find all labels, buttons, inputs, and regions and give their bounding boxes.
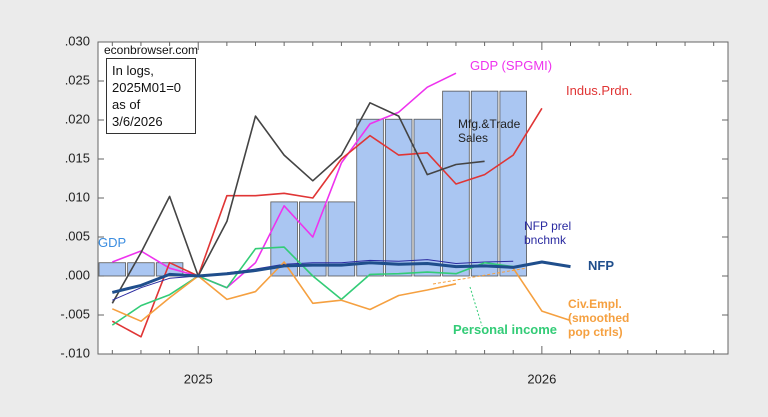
series-label: NFP prel bnchmk <box>524 219 572 247</box>
y-tick-label: -.005 <box>60 306 90 321</box>
bar <box>413 118 442 277</box>
y-tick-label: .025 <box>65 72 90 87</box>
series-label: Civ.Empl. (smoothed pop ctrls) <box>568 297 630 339</box>
bar <box>98 262 127 277</box>
series-line <box>112 259 514 301</box>
source: econbrowser.com <box>104 43 199 57</box>
series-label: NFP <box>588 258 614 273</box>
series-label: GDP <box>98 235 127 250</box>
y-tick-label: .020 <box>65 111 90 126</box>
series-line <box>111 102 485 304</box>
y-tick-label: .000 <box>65 267 90 282</box>
y-tick-label: .030 <box>65 33 90 48</box>
series-label: GDP (SPGMI) <box>470 58 553 73</box>
x-tick-label: 2025 <box>184 371 213 386</box>
series-line <box>111 107 543 338</box>
y-tick-label: .010 <box>65 189 90 204</box>
bar <box>356 118 384 277</box>
connector <box>432 267 528 285</box>
y-tick-label: .015 <box>65 150 90 165</box>
series-line <box>111 246 514 326</box>
bar <box>384 118 413 277</box>
x-tick-label: 2026 <box>527 371 556 386</box>
bar <box>470 90 499 277</box>
series-label: Personal income <box>453 322 558 337</box>
series-line <box>111 261 571 322</box>
series-line <box>112 72 457 289</box>
plot-area <box>97 41 729 355</box>
pointer <box>469 286 483 327</box>
note: In logs, 2025M01=0 as of 3/6/2026 <box>106 58 196 134</box>
y-tick-label: .005 <box>65 228 90 243</box>
bar <box>499 90 527 277</box>
y-tick-label: -.010 <box>60 345 90 360</box>
series-label: Indus.Prdn. <box>566 83 633 98</box>
series-line <box>111 260 571 294</box>
series-label: Mfg.&Trade Sales <box>458 117 521 145</box>
